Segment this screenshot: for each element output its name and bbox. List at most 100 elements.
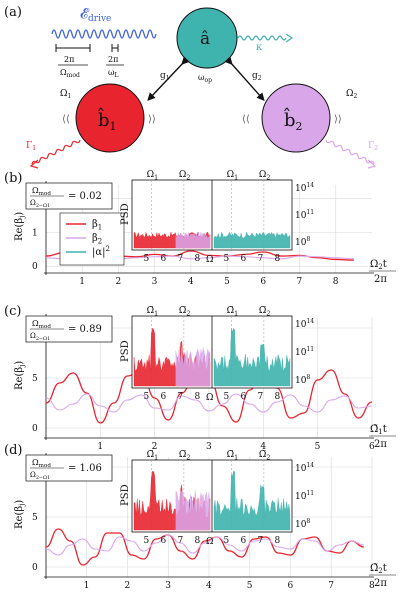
y-tick-label: 5	[32, 374, 38, 384]
inset-x-tick: 5	[144, 536, 150, 546]
inset-x-label: Ω	[206, 255, 213, 265]
y-tick-label: 0	[32, 424, 38, 434]
ratio-value: = 1.06	[68, 463, 102, 474]
y-tick-label: 5	[32, 513, 38, 523]
ratio-value: = 0.02	[68, 191, 102, 202]
x-tick-label: 5	[315, 442, 321, 452]
inset-y-tick: 1011	[295, 346, 314, 358]
omega1-label: Ω1	[60, 89, 71, 100]
x-tick-label: 3	[152, 277, 158, 287]
mech2-label: b̂2	[283, 106, 302, 133]
x-tick-label: 6	[288, 581, 294, 591]
mech1-vibration-right: ⟩⟩	[148, 114, 156, 125]
gamma2-label: Γ2	[368, 141, 378, 152]
psd-spectrum	[213, 470, 291, 531]
inset-x-tick: 5	[224, 254, 230, 264]
series-line-2	[45, 393, 373, 413]
x-tick-label: 5	[247, 581, 253, 591]
inset-x-tick: 6	[161, 536, 167, 546]
coupling-arrow-g2	[224, 56, 265, 101]
legend-label: β1	[92, 219, 102, 232]
ratio-annotation: Ωmod Ω2−Ω1 = 0.89	[25, 315, 113, 343]
gamma1-label: Γ1	[26, 141, 36, 152]
psd-spectrum-2	[175, 490, 211, 531]
legend-box	[59, 212, 125, 266]
y-axis-label: Re(βj)	[14, 212, 26, 241]
mod-frac-num: 2π	[64, 55, 74, 64]
laser-frac-num: 2π	[108, 55, 118, 64]
laser-period-bracket: 2π ωL	[106, 44, 124, 79]
inset-x-tick: 6	[241, 254, 247, 264]
y-axis-label: Re(βj)	[14, 500, 26, 529]
inset-x-tick: 8	[195, 392, 201, 402]
drive-label: 𝓔drive	[80, 6, 111, 24]
inset-x-tick: 6	[161, 254, 167, 264]
x-tick-label: 8	[333, 277, 339, 287]
psd-spectrum	[213, 327, 291, 387]
inset-top-label: Ω̃1	[227, 305, 238, 317]
cavity-mode	[176, 7, 238, 69]
inset-x-tick: 8	[275, 254, 281, 264]
inset-x-tick: 7	[258, 254, 264, 264]
mechanical-mode-2	[261, 83, 331, 153]
omega2-label: Ω2	[346, 89, 357, 100]
x-tick-label: 1	[97, 442, 103, 452]
x-tick-label: 1	[84, 581, 90, 591]
inset-top-label: Ω1	[227, 170, 238, 181]
cavity-freq: ωop	[198, 73, 212, 84]
x-tick-label: 5	[224, 277, 230, 287]
psd-spectrum-2	[175, 231, 211, 249]
x-label-denominator: 2π	[374, 578, 387, 589]
ratio-denominator: Ω2−Ω1	[30, 199, 50, 209]
x-tick-label: 7	[328, 581, 334, 591]
inset-y-tick: 108	[295, 374, 310, 386]
x-tick-label: 1	[79, 277, 85, 287]
legend-label: β2	[92, 233, 102, 246]
inset-x-tick: 8	[275, 392, 281, 402]
series-line-1	[45, 528, 364, 566]
mod-frac-den: Ωmod	[60, 68, 80, 79]
gamma1-arrowhead	[29, 159, 39, 169]
schematic: (a) 𝓔drive 2π Ωmod 2π ωL â ωop κ	[4, 5, 378, 169]
inset-x-tick: 5	[144, 392, 150, 402]
inset-top-label: Ω̃1	[227, 449, 238, 461]
x-tick-label: 6	[369, 442, 375, 452]
gamma1-wave	[31, 139, 81, 165]
psd-spectrum	[213, 231, 291, 249]
x-tick-label: 2	[125, 581, 131, 591]
x-tick-label: 2	[115, 277, 121, 287]
x-tick-label: 8	[369, 581, 375, 591]
psd-spectrum-2	[175, 346, 211, 387]
y-tick-label: 1	[32, 228, 38, 238]
ratio-numerator: Ωmod	[32, 319, 51, 330]
inset-top-label: Ω1	[147, 170, 158, 181]
inset-y-tick: 1014	[295, 462, 314, 474]
x-tick-label: 4	[206, 581, 212, 591]
y-axis-label: Re(βj)	[14, 361, 26, 390]
y-tick-label: 0	[32, 262, 38, 272]
kappa-wave	[237, 35, 287, 41]
series-line-2	[45, 534, 364, 556]
inset-y-tick: 1014	[295, 182, 314, 194]
laser-frac-den: ωL	[108, 68, 119, 79]
mech2-vibration-right: ⟩⟩	[334, 114, 342, 125]
inset-x-tick: 5	[224, 392, 230, 402]
inset-x-tick: 6	[161, 392, 167, 402]
inset-x-tick: 6	[241, 536, 247, 546]
x-label-numerator: Ω̃2t	[370, 563, 387, 575]
panel-label-a: (a)	[4, 5, 22, 20]
x-tick-label: 3	[165, 581, 171, 591]
inset-x-label: Ω	[206, 393, 213, 403]
inset-x-tick: 7	[258, 536, 264, 546]
inset-x-tick: 8	[195, 536, 201, 546]
g2-label: g2	[252, 71, 262, 82]
inset-top-label: Ω̃2	[179, 305, 190, 317]
x-label-numerator: Ω2t	[370, 259, 387, 271]
inset-x-tick: 5	[144, 254, 150, 264]
